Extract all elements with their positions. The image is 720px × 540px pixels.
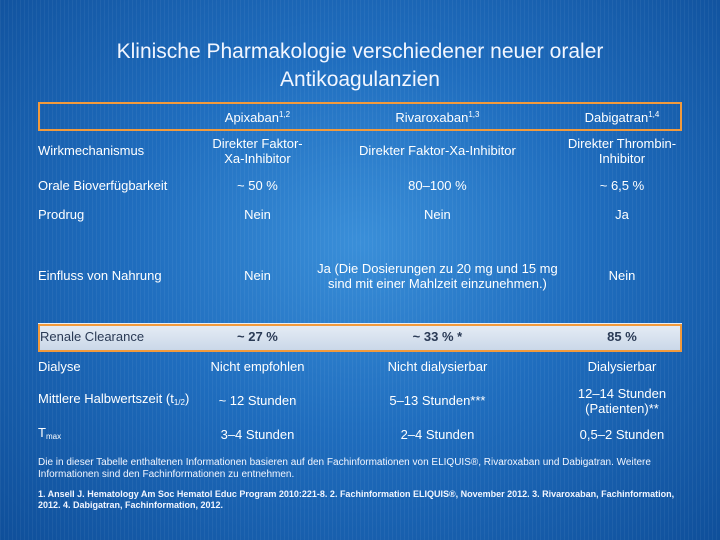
cell: 0,5–2 Stunden: [579, 427, 665, 443]
row-label-food: Einfluss von Nahrung: [38, 268, 162, 284]
comparison-table: Apixaban1,2 Rivaroxaban1,3 Dabigatran1,4…: [38, 102, 682, 450]
table-row-highlighted: Renale Clearance ~ 27 % ~ 33 % * 85 %: [38, 323, 682, 351]
cell: 5–13 Stunden***: [389, 393, 486, 409]
table-row: Einfluss von Nahrung Nein Ja (Die Dosier…: [38, 229, 682, 323]
header-rivaroxaban: Rivaroxaban1,3: [395, 110, 480, 126]
header-empty: [38, 102, 202, 131]
cell: Nein: [244, 206, 271, 222]
header-apixaban: Apixaban1,2: [224, 110, 291, 126]
cell: Ja: [615, 206, 629, 222]
row-label-bioavailability: Orale Bioverfügbarkeit: [38, 177, 168, 193]
row-label-mechanism: Wirkmechanismus: [38, 143, 145, 159]
row-label-halflife: Mittlere Halbwertszeit (t1/2): [38, 391, 190, 408]
table-row: Mittlere Halbwertszeit (t1/2) ~ 12 Stund…: [38, 382, 682, 420]
cell: 2–4 Stunden: [400, 427, 475, 443]
table-row: Orale Bioverfügbarkeit ~ 50 % 80–100 % ~…: [38, 171, 682, 200]
title-line-1: Klinische Pharmakologie verschiedener ne…: [116, 40, 604, 63]
references: 1. Ansell J. Hematology Am Soc Hematol E…: [38, 489, 675, 510]
row-label-dialysis: Dialyse: [38, 358, 81, 374]
cell: 80–100 %: [408, 177, 467, 193]
cell: Nein: [424, 206, 451, 222]
cell: 12–14 Stunden (Patienten)**: [577, 385, 667, 417]
cell: ~ 50 %: [237, 177, 278, 193]
cell: ~ 27 %: [202, 323, 313, 351]
cell: Direkter Faktor-Xa-Inhibitor: [212, 135, 303, 167]
cell: Ja (Die Dosierungen zu 20 mg und 15 mg s…: [317, 260, 558, 292]
cell: ~ 12 Stunden: [218, 393, 297, 409]
table-row: Wirkmechanismus Direkter Faktor-Xa-Inhib…: [38, 131, 682, 171]
cell: Dialysierbar: [587, 358, 657, 374]
table-row: Prodrug Nein Nein Ja: [38, 200, 682, 229]
title-line-2: Antikoagulanzien: [280, 68, 440, 91]
header-dabigatran: Dabigatran1,4: [584, 110, 660, 126]
row-label-prodrug: Prodrug: [38, 206, 85, 222]
cell: 3–4 Stunden: [220, 427, 295, 443]
cell: Direkter Faktor-Xa-Inhibitor: [359, 143, 516, 159]
table-row: Dialyse Nicht empfohlen Nicht dialysierb…: [38, 351, 682, 382]
cell: Nicht empfohlen: [210, 358, 305, 374]
row-label-tmax: Tmax: [38, 425, 62, 442]
cell: ~ 6,5 %: [599, 177, 645, 193]
row-label-renal: Renale Clearance: [38, 323, 202, 351]
page-title: Klinische Pharmakologie verschiedener ne…: [40, 38, 680, 94]
cell: Nicht dialysierbar: [387, 358, 488, 374]
footnote: Die in dieser Tabelle enthaltenen Inform…: [38, 457, 651, 480]
cell: Nein: [608, 268, 636, 284]
cell: 85 %: [561, 323, 682, 351]
table-header-row: Apixaban1,2 Rivaroxaban1,3 Dabigatran1,4: [38, 102, 682, 131]
cell: Direkter Thrombin-Inhibitor: [567, 135, 677, 167]
cell: Nein: [244, 268, 271, 284]
cell: ~ 33 % *: [312, 323, 562, 351]
table-row: Tmax 3–4 Stunden 2–4 Stunden 0,5–2 Stund…: [38, 420, 682, 450]
